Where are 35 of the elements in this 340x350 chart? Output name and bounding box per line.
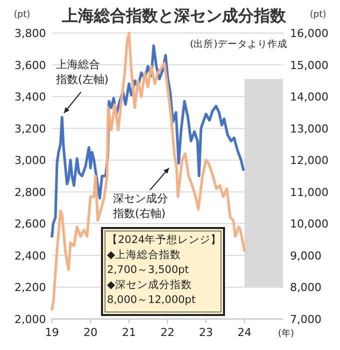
y-axis-title: (pt)	[14, 10, 30, 20]
y-tick-label: 2,600	[14, 218, 46, 231]
y-tick-label: 2,200	[14, 281, 46, 294]
y-tick-label: 2,000	[14, 313, 46, 326]
x-tick-label: 20	[84, 326, 98, 339]
y2-tick-label: 7,000	[290, 313, 322, 326]
chart-title: 上海総合指数と深セン成分指数	[61, 6, 287, 25]
annotation: (出所)データより作成	[190, 38, 288, 50]
y-tick-label: 3,000	[14, 154, 46, 168]
series-label: 深セン成分指数(右軸)	[112, 192, 168, 220]
y2-tick-label: 16,000	[290, 27, 328, 40]
x-axis-title: (年)	[278, 328, 294, 339]
y2-tick-label: 10,000	[290, 218, 328, 231]
x-tick-label: 19	[45, 326, 59, 339]
y2-tick-label: 14,000	[290, 90, 328, 104]
y-tick-label: 2,800	[14, 186, 46, 199]
y-tick-label: 3,400	[14, 90, 46, 104]
x-tick-label: 24	[238, 326, 252, 339]
y-tick-label: 3,200	[14, 122, 46, 136]
y-tick-label: 3,800	[14, 27, 46, 40]
y2-axis-title: (pt)	[310, 10, 326, 20]
y2-tick-label: 12,000	[290, 154, 328, 168]
y2-tick-label: 15,000	[290, 58, 328, 72]
annotation: 【2024年予想レンジ】 ◆上海総合指数 2,700～3,500pt ◆深セン成分指数 8,000～12,000pt	[107, 233, 222, 306]
series-label: 上海総合指数(左軸)	[55, 58, 109, 86]
y2-tick-label: 8,000	[290, 281, 322, 294]
x-tick-label: 22	[160, 326, 174, 339]
y2-tick-label: 9,000	[290, 249, 322, 262]
x-tick-label: 23	[199, 326, 213, 339]
line-series	[50, 32, 246, 311]
x-tick-label: 21	[122, 326, 136, 339]
y-tick-label: 2,400	[14, 249, 46, 262]
y-tick-label: 3,600	[14, 58, 46, 72]
y2-tick-label: 13,000	[290, 122, 328, 136]
y2-tick-label: 11,000	[290, 186, 328, 199]
